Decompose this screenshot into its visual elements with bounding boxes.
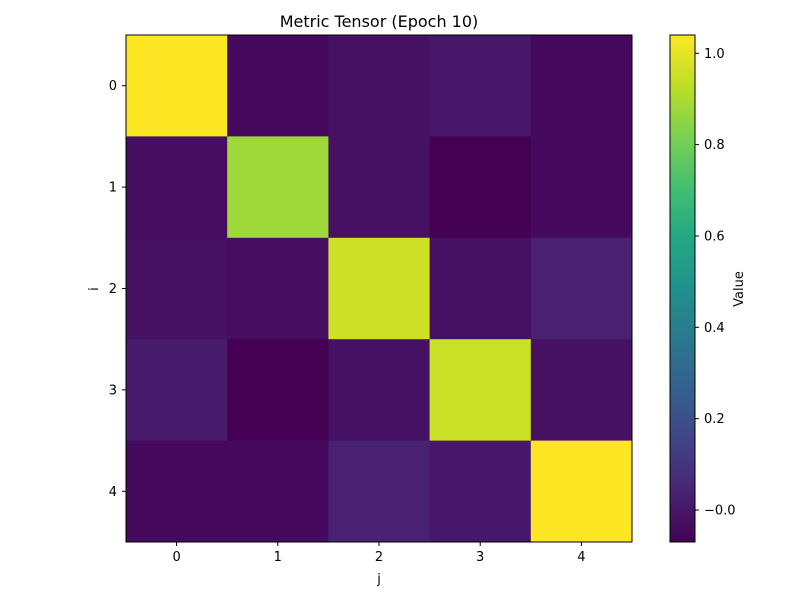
heatmap-cell-1-4 — [530, 136, 633, 239]
heatmap-cell-4-2 — [328, 440, 431, 543]
colorbar-tick-label-5: 1.0 — [704, 47, 725, 62]
heatmap-cell-3-3 — [429, 339, 532, 442]
heatmap-cell-1-3 — [429, 136, 532, 239]
y-tick-label-1: 1 — [109, 181, 117, 196]
heatmap-cell-0-0 — [126, 35, 228, 137]
heatmap-cell-4-3 — [429, 440, 532, 543]
colorbar-tick-label-4: 0.8 — [704, 138, 725, 153]
y-tick-label-4: 4 — [109, 485, 117, 500]
x-tick-label-3: 3 — [476, 550, 484, 565]
colorbar-gradient — [669, 34, 696, 543]
x-axis-ticks: 0 1 2 3 4 — [172, 542, 586, 565]
x-axis-label: j — [376, 572, 381, 587]
x-tick-label-2: 2 — [375, 550, 383, 565]
heatmap-cell-3-1 — [227, 339, 329, 442]
heatmap-cell-3-2 — [328, 339, 431, 442]
chart-title: Metric Tensor (Epoch 10) — [280, 12, 479, 31]
colorbar-tick-label-0: −0.0 — [704, 504, 736, 519]
heatmap-cell-2-3 — [429, 237, 532, 340]
heatmap-cell-2-4 — [530, 237, 633, 340]
heatmap-cell-1-2 — [328, 136, 431, 239]
x-tick-label-4: 4 — [577, 550, 585, 565]
heatmap-cell-1-0 — [126, 136, 228, 239]
colorbar: −0.0 0.2 0.4 0.6 0.8 1.0 Value — [669, 34, 747, 543]
heatmap-cell-0-4 — [530, 35, 633, 137]
heatmap-cell-3-4 — [530, 339, 633, 442]
heatmap-cell-0-2 — [328, 35, 431, 137]
colorbar-tick-label-1: 0.2 — [704, 412, 725, 427]
x-tick-label-0: 0 — [172, 550, 180, 565]
heatmap-cell-2-2 — [328, 237, 431, 340]
colorbar-tick-label-2: 0.4 — [704, 321, 725, 336]
heatmap-cells — [126, 35, 633, 543]
y-axis-label: i — [87, 287, 102, 291]
y-tick-label-0: 0 — [109, 79, 117, 94]
y-axis-ticks: 0 1 2 3 4 — [109, 79, 126, 500]
heatmap-cell-4-1 — [227, 440, 329, 543]
y-tick-label-3: 3 — [109, 383, 117, 398]
heatmap-cell-0-3 — [429, 35, 532, 137]
heatmap-cell-4-4 — [530, 440, 633, 543]
heatmap-cell-2-1 — [227, 237, 329, 340]
x-tick-label-1: 1 — [274, 550, 282, 565]
heatmap-cell-2-0 — [126, 237, 228, 340]
colorbar-ticks: −0.0 0.2 0.4 0.6 0.8 1.0 — [695, 47, 736, 519]
colorbar-label: Value — [732, 271, 747, 307]
heatmap-cell-3-0 — [126, 339, 228, 442]
y-tick-label-2: 2 — [109, 282, 117, 297]
heatmap-cell-0-1 — [227, 35, 329, 137]
heatmap-cell-4-0 — [126, 440, 228, 543]
heatmap-cell-1-1 — [227, 136, 329, 239]
colorbar-tick-label-3: 0.6 — [704, 229, 725, 244]
